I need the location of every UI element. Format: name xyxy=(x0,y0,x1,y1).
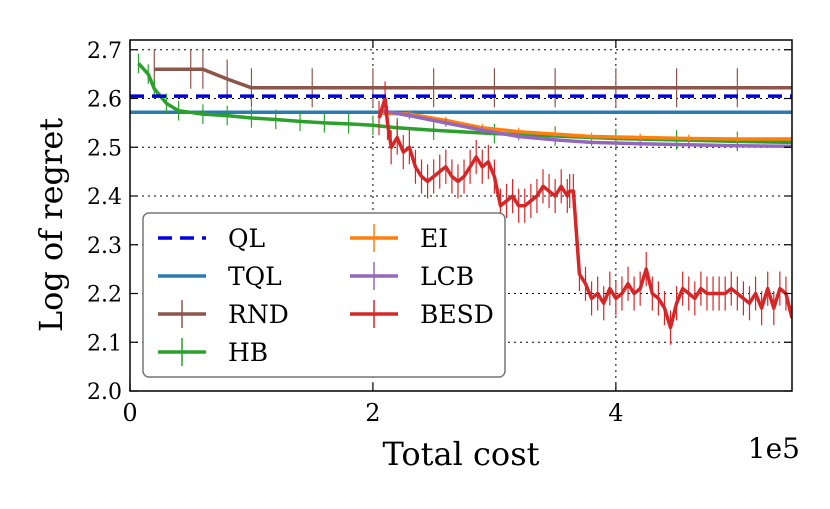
series-line-rnd xyxy=(154,67,792,90)
x-tick-label: 0 xyxy=(122,399,137,427)
y-tick-label: 2.4 xyxy=(87,185,122,210)
series-line-ei xyxy=(381,111,792,141)
y-tick-label: 2.5 xyxy=(87,136,122,161)
series-line-besd xyxy=(377,96,792,330)
y-tick-label: 2.3 xyxy=(87,234,122,259)
series-rnd xyxy=(153,49,792,108)
legend-label-hb: HB xyxy=(228,338,268,367)
y-axis-label: Log of regret xyxy=(32,118,70,332)
legend-label-lcb: LCB xyxy=(420,262,474,291)
legend-label-ei: EI xyxy=(420,224,448,253)
legend-box xyxy=(142,212,506,378)
legend-label-besd: BESD xyxy=(420,300,494,329)
axis-ticks: 0 2 4 2.0 2.1 2.2 2.3 2.4 2.5 2.6 2.7 xyxy=(87,39,792,427)
series-besd xyxy=(377,81,792,345)
series-ei xyxy=(380,109,792,143)
x-axis-label: Total cost xyxy=(383,435,540,473)
legend-label-ql: QL xyxy=(228,224,265,253)
x-tick-label: 4 xyxy=(608,399,623,427)
y-tick-label: 2.7 xyxy=(87,39,122,64)
series-lcb xyxy=(380,106,792,151)
series-layer xyxy=(130,49,792,345)
y-tick-label: 2.2 xyxy=(87,283,122,308)
y-tick-label: 2.0 xyxy=(87,380,122,405)
x-tick-label: 2 xyxy=(365,399,380,427)
y-tick-label: 2.6 xyxy=(87,88,122,113)
y-tick-label: 2.1 xyxy=(87,331,122,356)
legend: QL TQL RND HB EI LCB BESD xyxy=(142,212,506,378)
plot-frame xyxy=(129,39,793,392)
x-axis-scale-label: 1e5 xyxy=(748,432,800,465)
legend-label-tql: TQL xyxy=(228,262,282,291)
series-line-lcb xyxy=(381,108,792,149)
legend-label-rnd: RND xyxy=(228,300,289,329)
